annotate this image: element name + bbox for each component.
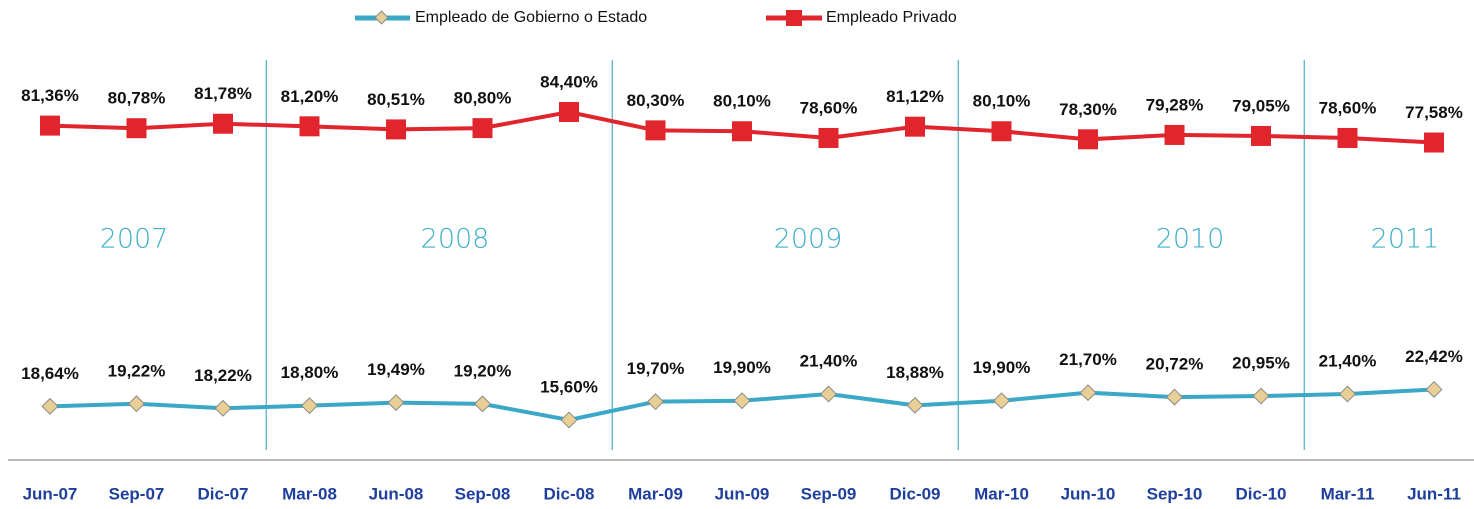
x-tick-label: Dic-08: [543, 484, 594, 503]
x-tick-label: Dic-07: [197, 484, 248, 503]
x-tick-label: Mar-11: [1321, 484, 1375, 503]
point-marker: [991, 121, 1012, 142]
data-label: 19,22%: [108, 361, 166, 380]
point-marker: [1164, 124, 1185, 145]
point-marker: [1166, 388, 1183, 406]
point-marker: [472, 118, 493, 139]
x-tick-label: Mar-09: [628, 484, 683, 503]
data-label: 19,20%: [454, 361, 512, 380]
point-marker: [301, 397, 318, 415]
data-label: 80,51%: [367, 90, 425, 109]
data-label: 77,58%: [1405, 103, 1463, 122]
data-label: 78,60%: [800, 98, 858, 117]
point-marker: [559, 102, 579, 122]
x-tick-label: Sep-09: [801, 484, 857, 503]
data-label: 80,10%: [973, 92, 1031, 111]
point-marker: [128, 395, 145, 413]
x-tick-label: Sep-08: [455, 484, 511, 503]
legend-marker: [786, 10, 802, 26]
x-tick-label: Mar-10: [974, 484, 1029, 503]
point-marker: [1251, 125, 1271, 146]
point-marker: [820, 385, 837, 403]
data-label: 18,22%: [194, 366, 252, 385]
data-label: 18,64%: [21, 364, 79, 383]
point-marker: [1339, 385, 1356, 403]
data-label: 78,30%: [1059, 100, 1117, 119]
data-label: 19,49%: [367, 360, 425, 379]
point-marker: [647, 393, 664, 411]
x-tick-label: Mar-08: [282, 484, 337, 503]
data-label: 19,70%: [627, 359, 685, 378]
point-marker: [645, 120, 666, 141]
x-tick-label: Jun-10: [1061, 484, 1116, 503]
x-tick-label: Sep-10: [1147, 484, 1203, 503]
x-tick-label: Jun-11: [1407, 484, 1461, 503]
data-label: 18,80%: [281, 363, 339, 382]
data-label: 80,78%: [108, 89, 166, 108]
point-marker: [1337, 127, 1358, 148]
data-label: 79,28%: [1146, 95, 1204, 114]
point-marker: [474, 395, 491, 413]
x-tick-label: Dic-10: [1235, 484, 1286, 503]
data-label: 21,70%: [1059, 350, 1117, 369]
data-label: 79,05%: [1232, 96, 1290, 115]
data-label: 18,88%: [886, 363, 944, 382]
year-label: 2007: [100, 224, 169, 255]
point-marker: [40, 115, 60, 136]
point-marker: [906, 396, 924, 414]
data-label: 80,10%: [713, 92, 771, 111]
x-tick-label: Jun-09: [715, 484, 770, 503]
data-label: 19,90%: [713, 358, 771, 377]
point-marker: [213, 113, 233, 134]
year-label: 2011: [1371, 224, 1440, 255]
data-label: 21,40%: [1319, 352, 1377, 371]
point-marker: [560, 411, 578, 429]
data-label: 78,60%: [1319, 98, 1377, 117]
data-label: 21,40%: [800, 352, 858, 371]
legend-marker: [374, 10, 389, 25]
data-label: 81,20%: [281, 87, 339, 106]
data-label: 19,90%: [973, 358, 1031, 377]
year-label: 2008: [421, 224, 490, 255]
legend-label: Empleado Privado: [826, 9, 957, 26]
year-label: 2009: [774, 224, 843, 255]
point-marker: [905, 116, 925, 137]
point-marker: [126, 118, 147, 139]
data-label: 15,60%: [540, 377, 598, 396]
year-label: 2010: [1156, 224, 1225, 255]
point-marker: [214, 399, 232, 417]
x-tick-label: Sep-07: [109, 484, 165, 503]
data-label: 20,72%: [1146, 355, 1204, 374]
point-marker: [732, 121, 752, 142]
point-marker: [386, 119, 406, 140]
data-label: 81,36%: [21, 86, 79, 105]
point-marker: [1424, 132, 1444, 153]
legend-label: Empleado de Gobierno o Estado: [415, 9, 647, 26]
data-label: 22,42%: [1405, 347, 1463, 366]
data-label: 80,80%: [454, 89, 512, 108]
point-marker: [1252, 387, 1270, 405]
data-label: 80,30%: [627, 91, 685, 110]
point-marker: [818, 127, 839, 148]
point-marker: [299, 116, 320, 137]
data-label: 84,40%: [540, 72, 598, 91]
point-marker: [1425, 380, 1443, 398]
data-label: 81,78%: [194, 84, 252, 103]
data-label: 20,95%: [1232, 354, 1290, 373]
point-marker: [41, 397, 59, 415]
legend: Empleado de Gobierno o Estado Empleado P…: [355, 9, 957, 26]
x-tick-label: Dic-09: [889, 484, 940, 503]
point-marker: [387, 394, 405, 412]
x-tick-label: Jun-07: [23, 484, 78, 503]
x-tick-label: Jun-08: [369, 484, 424, 503]
point-marker: [733, 392, 751, 410]
point-marker: [1079, 384, 1097, 402]
point-marker: [1078, 129, 1098, 150]
data-label: 81,12%: [886, 87, 944, 106]
point-marker: [993, 392, 1010, 410]
